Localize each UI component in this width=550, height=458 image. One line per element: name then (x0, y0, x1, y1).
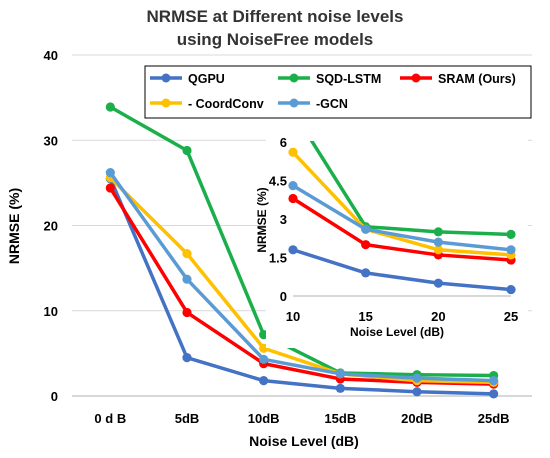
legend-item: SRAM (Ours) (400, 72, 516, 86)
inset-y-tick-label: 3 (280, 212, 287, 227)
chart-title-line-1: NRMSE at Different noise levels (147, 7, 404, 26)
inset-x-tick-label: 15 (358, 309, 372, 324)
series-point (182, 353, 192, 363)
legend-item: - CoordConv (150, 97, 264, 111)
x-tick-label: 25dB (478, 411, 510, 426)
x-tick-label: 5dB (175, 411, 200, 426)
x-tick-label: 15dB (324, 411, 356, 426)
inset-series-point (288, 245, 298, 255)
series-point (489, 389, 499, 399)
inset-series (288, 141, 516, 295)
x-tick-label: 20dB (401, 411, 433, 426)
series-line (109, 105, 494, 378)
legend-swatch-marker (161, 73, 171, 83)
series-point (335, 383, 345, 393)
series-point (259, 376, 269, 386)
series-gcn (105, 168, 499, 386)
inset-series-group (288, 141, 516, 295)
series-line (108, 171, 494, 383)
inset-series-line (292, 184, 512, 252)
inset-series-point (433, 278, 443, 288)
inset-series-point (506, 284, 516, 295)
main-series (105, 102, 499, 399)
inset-series-point (288, 193, 298, 204)
y-tick-label: 0 (51, 389, 58, 404)
x-tick-label: 0 d B (94, 411, 126, 426)
inset-x-tick-label: 25 (504, 309, 518, 324)
inset-y-tick-label: 1.5 (269, 251, 287, 266)
y-tick-label: 40 (44, 48, 58, 63)
inset-series-point (506, 229, 516, 239)
inset-y-tick-label: 0 (280, 289, 287, 304)
x-axis-title: Noise Level (dB) (249, 433, 359, 449)
inset-series-point (361, 268, 371, 278)
x-tick-label: 10dB (248, 411, 280, 426)
legend-item: SQD-LSTM (278, 72, 381, 86)
legend-label: QGPU (188, 72, 225, 86)
series-point (412, 373, 422, 383)
legend-label: - CoordConv (188, 97, 264, 111)
inset-series-line (291, 151, 512, 257)
series-point (259, 343, 269, 353)
inset-series-gcn (288, 181, 516, 255)
inset-series-point (288, 147, 298, 157)
series-point (412, 387, 422, 397)
inset-series-point (361, 224, 371, 234)
inset-tick-labels: 0 1.5 3 4.5 6 10 15 20 25 (269, 135, 518, 324)
series-line (109, 176, 494, 385)
y-tick-label: 30 (44, 133, 58, 148)
legend-box (144, 65, 532, 119)
inset-series-point (506, 245, 516, 255)
legend-item: QGPU (150, 72, 225, 86)
inset-series-line (292, 248, 512, 292)
legend-swatch-marker (411, 73, 421, 83)
legend-label: -GCN (316, 97, 348, 111)
inset-series-point (288, 181, 298, 191)
legend: QGPU SQD-LSTM SRAM (Ours) - CoordConv -GCN (144, 65, 532, 119)
series-point (182, 307, 192, 318)
legend-label: SRAM (Ours) (438, 72, 516, 86)
y-tick-label: 20 (44, 219, 58, 234)
series-point (182, 145, 192, 156)
series-point (182, 274, 192, 284)
inset-series-line (292, 196, 512, 262)
series-point (489, 376, 499, 386)
series-point (105, 168, 115, 178)
series-point (105, 102, 115, 112)
inset-chart: 0 1.5 3 4.5 6 10 15 20 25 Noise Level (dB) NRMSE… (255, 124, 528, 348)
inset-x-tick-label: 20 (431, 309, 445, 324)
legend-swatch-marker (161, 98, 171, 108)
legend-swatch-marker (289, 73, 299, 83)
legend-swatch-marker (289, 98, 299, 108)
inset-series-line (309, 141, 512, 237)
y-tick-label: 10 (44, 304, 58, 319)
y-axis-title: NRMSE (%) (6, 188, 22, 264)
inset-series-point (433, 227, 443, 237)
inset-x-tick-label: 10 (286, 309, 300, 324)
series-point (182, 249, 192, 259)
inset-series-point (433, 237, 443, 247)
inset-series-point (433, 245, 443, 255)
inset-x-axis-title: Noise Level (dB) (350, 325, 444, 339)
legend-item: -GCN (278, 97, 348, 111)
legend-label: SQD-LSTM (316, 72, 381, 86)
inset-y-axis-title: NRMSE (%) (255, 187, 269, 252)
inset-series-qgpu (288, 245, 516, 295)
series-point (259, 330, 269, 340)
series-point (259, 354, 269, 364)
series-point (105, 183, 115, 193)
inset-y-tick-label: 6 (280, 135, 287, 150)
inset-series-point (361, 240, 371, 250)
series-line (108, 177, 494, 396)
chart-title-line-2: using NoiseFree models (177, 30, 374, 49)
series-point (335, 369, 345, 379)
inset-y-tick-label: 4.5 (269, 174, 287, 189)
